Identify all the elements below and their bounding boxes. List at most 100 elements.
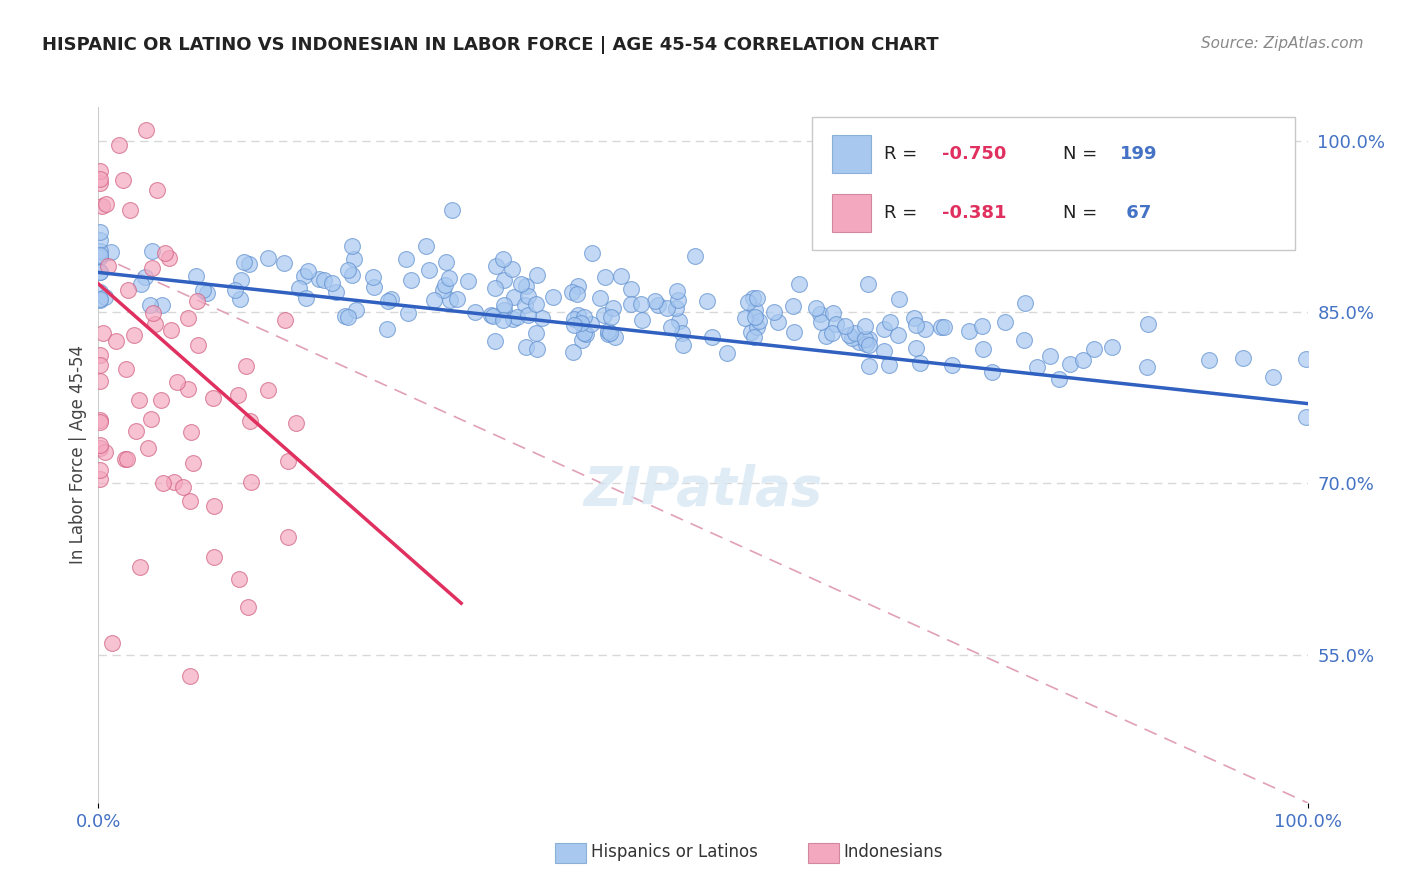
- Point: [240, 475, 263, 489]
- Point: [515, 278, 537, 293]
- Point: [610, 268, 633, 283]
- Point: [599, 326, 621, 340]
- Point: [89, 463, 111, 477]
- Point: [744, 303, 766, 318]
- Point: [671, 326, 693, 341]
- Point: [844, 326, 866, 340]
- Point: [396, 306, 419, 320]
- Text: 199: 199: [1121, 145, 1157, 163]
- Point: [745, 291, 768, 305]
- Point: [105, 334, 128, 349]
- Point: [89, 225, 111, 239]
- Point: [644, 293, 666, 308]
- Point: [630, 297, 652, 311]
- Point: [574, 327, 596, 342]
- Point: [89, 415, 111, 429]
- Point: [879, 315, 901, 329]
- Point: [668, 314, 690, 328]
- Point: [94, 290, 117, 304]
- Y-axis label: In Labor Force | Age 45-54: In Labor Force | Age 45-54: [69, 345, 87, 565]
- Point: [886, 328, 908, 343]
- Point: [873, 344, 896, 359]
- Point: [848, 335, 870, 350]
- Point: [163, 475, 186, 489]
- Point: [783, 325, 806, 339]
- Text: N =: N =: [1063, 145, 1104, 163]
- Point: [89, 438, 111, 452]
- Point: [1083, 342, 1105, 356]
- Point: [593, 308, 616, 322]
- Point: [908, 356, 931, 370]
- Point: [439, 270, 461, 285]
- Point: [89, 248, 111, 262]
- Point: [782, 299, 804, 313]
- Point: [232, 255, 254, 269]
- Point: [501, 261, 523, 276]
- Point: [340, 239, 363, 253]
- Point: [510, 277, 533, 292]
- Point: [502, 311, 524, 326]
- Point: [321, 277, 343, 291]
- Point: [672, 337, 695, 351]
- Point: [810, 315, 832, 329]
- Point: [492, 313, 515, 327]
- Text: ZIPatlas: ZIPatlas: [583, 464, 823, 516]
- Point: [541, 290, 564, 304]
- Point: [141, 261, 163, 276]
- Point: [524, 297, 547, 311]
- Point: [89, 176, 111, 190]
- Point: [89, 234, 111, 248]
- Point: [89, 285, 111, 300]
- Point: [434, 255, 457, 269]
- Point: [834, 319, 856, 334]
- Point: [887, 292, 910, 306]
- FancyBboxPatch shape: [811, 118, 1295, 250]
- Point: [333, 310, 356, 324]
- Point: [202, 499, 225, 513]
- Point: [183, 456, 205, 470]
- Point: [100, 245, 122, 260]
- Point: [125, 424, 148, 438]
- Point: [838, 328, 860, 343]
- Point: [914, 322, 936, 336]
- Point: [957, 324, 980, 338]
- Point: [337, 263, 360, 277]
- Point: [1026, 359, 1049, 374]
- Point: [620, 282, 643, 296]
- Point: [505, 310, 527, 324]
- Point: [288, 281, 311, 295]
- Point: [90, 199, 112, 213]
- Point: [492, 252, 515, 266]
- Point: [91, 326, 114, 340]
- Point: [905, 342, 928, 356]
- Point: [129, 277, 152, 291]
- Point: [517, 308, 540, 322]
- Point: [877, 358, 900, 372]
- Point: [94, 197, 117, 211]
- Point: [932, 319, 955, 334]
- Point: [744, 310, 766, 324]
- Point: [787, 277, 810, 291]
- Point: [1059, 358, 1081, 372]
- Point: [89, 172, 111, 186]
- Point: [598, 327, 620, 342]
- Point: [598, 324, 620, 338]
- Point: [94, 444, 117, 458]
- Point: [821, 306, 844, 320]
- Text: Source: ZipAtlas.com: Source: ZipAtlas.com: [1201, 36, 1364, 51]
- Point: [981, 365, 1004, 379]
- Point: [114, 362, 136, 376]
- Point: [1071, 353, 1094, 368]
- Point: [297, 264, 319, 278]
- Point: [702, 330, 724, 344]
- Point: [143, 317, 166, 331]
- Text: Indonesians: Indonesians: [844, 843, 943, 861]
- Point: [314, 273, 336, 287]
- Point: [1232, 351, 1254, 366]
- Point: [572, 326, 595, 340]
- Point: [89, 244, 111, 259]
- Text: 67: 67: [1121, 203, 1152, 222]
- Point: [139, 412, 162, 426]
- Point: [166, 375, 188, 389]
- Point: [89, 251, 111, 265]
